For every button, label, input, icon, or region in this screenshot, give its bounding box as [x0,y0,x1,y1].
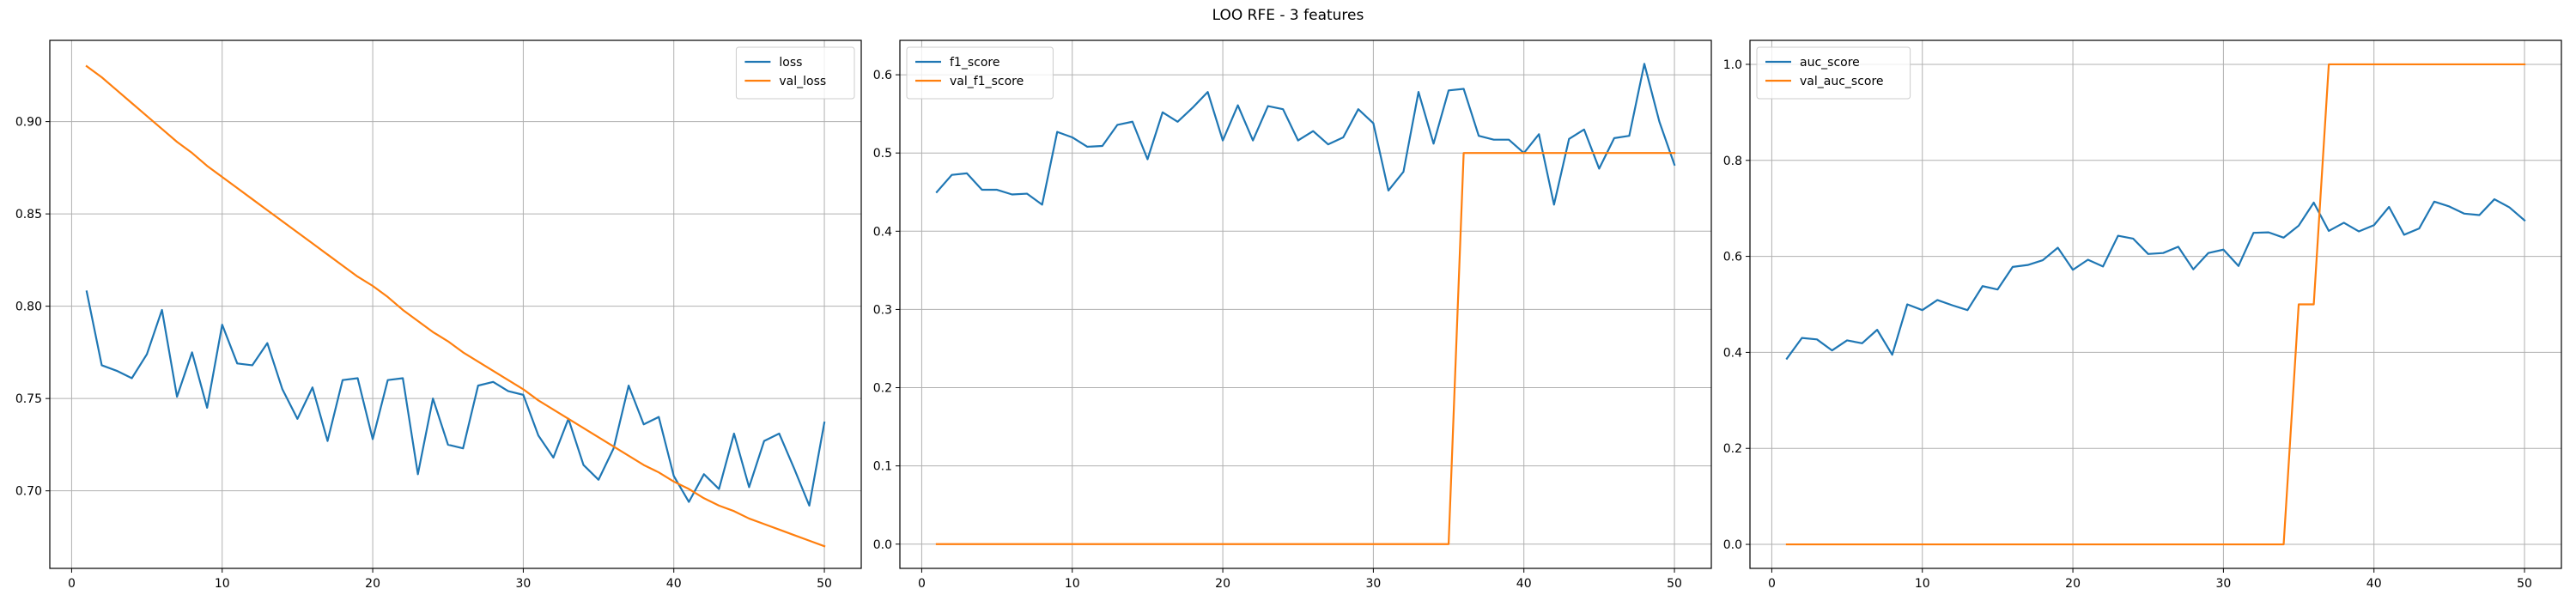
legend-label: val_loss [779,75,826,88]
y-tick-label: 0.70 [15,485,42,499]
y-tick-label: 0.75 [15,392,42,406]
series-line-val-auc-score [1785,63,2526,546]
y-tick-label: 0.0 [1723,538,1742,552]
y-tick-label: 0.8 [1723,155,1742,168]
figure-title: LOO RFE - 3 features [1212,7,1364,24]
y-tick-label: 0.5 [873,147,892,161]
x-tick-label: 50 [817,577,832,591]
x-tick-label: 20 [365,577,380,591]
axes-frame [1749,39,2562,569]
x-tick-label: 30 [515,577,531,591]
y-tick-label: 0.4 [1723,346,1742,360]
y-tick-label: 0.6 [873,69,892,82]
subplot-auc-score: 0 10 20 30 40 50 0.0 0.2 0.4 0.6 0.8 1.0 auc_scoreva… [1723,39,2562,591]
legend-label: f1_score [950,56,999,70]
x-tick-label: 40 [2366,577,2382,591]
y-tick-label: 0.85 [15,208,42,222]
y-tick-label: 0.4 [873,225,892,239]
legend-label: auc_score [1800,56,1860,70]
legend-label: val_f1_score [950,75,1024,88]
x-tick-label: 40 [1516,577,1532,591]
y-tick-label: 0.6 [1723,251,1742,264]
y-tick-label: 0.2 [873,382,892,396]
y-tick-label: 0.80 [15,300,42,314]
legend-label: loss [779,56,802,70]
y-tick-label: 0.90 [15,116,42,130]
series-line-loss [85,290,826,507]
x-tick-label: 20 [2065,577,2081,591]
legend-box [735,46,855,100]
axes-frame [899,39,1712,569]
x-tick-label: 10 [1915,577,1930,591]
axes-frame [49,39,862,569]
x-tick-label: 0 [68,577,76,591]
x-tick-label: 50 [1667,577,1682,591]
x-tick-label: 20 [1215,577,1230,591]
x-tick-label: 0 [918,577,926,591]
legend-box [906,46,1054,100]
x-tick-label: 40 [666,577,682,591]
series-line-val-f1-score [935,152,1676,545]
y-tick-label: 0.2 [1723,442,1742,456]
series-line-f1-score [935,63,1676,206]
x-tick-label: 30 [2215,577,2231,591]
y-tick-label: 0.1 [873,460,892,474]
y-tick-label: 1.0 [1723,58,1742,72]
legend-label: val_auc_score [1800,75,1884,88]
y-tick-label: 0.3 [873,303,892,317]
series-line-val-loss [85,64,826,548]
subplot-loss: 0 10 20 30 40 50 0.70 0.75 0.80 0.85 0.90 loss val_l… [15,39,862,591]
x-tick-label: 10 [1065,577,1080,591]
x-tick-label: 0 [1768,577,1776,591]
x-tick-label: 50 [2517,577,2532,591]
y-tick-label: 0.0 [873,538,892,552]
subplot-f1-score: 0 10 20 30 40 50 0.0 0.1 0.2 0.3 0.4 0.5 0.6 f1_score… [873,39,1712,591]
x-tick-label: 10 [215,577,230,591]
legend-box [1756,46,1911,100]
series-line-auc-score [1785,197,2526,361]
x-tick-label: 30 [1365,577,1381,591]
